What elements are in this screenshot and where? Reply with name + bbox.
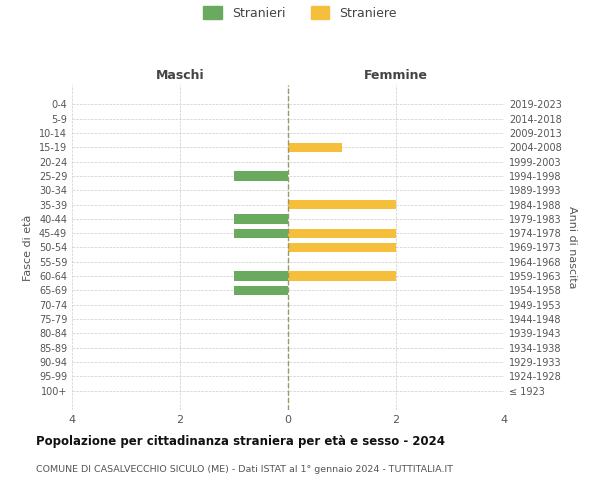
Text: COMUNE DI CASALVECCHIO SICULO (ME) - Dati ISTAT al 1° gennaio 2024 - TUTTITALIA.: COMUNE DI CASALVECCHIO SICULO (ME) - Dat…: [36, 465, 453, 474]
Bar: [234, 286, 288, 295]
Legend: Stranieri, Straniere: Stranieri, Straniere: [203, 6, 397, 20]
Bar: [234, 214, 288, 224]
Y-axis label: Anni di nascita: Anni di nascita: [567, 206, 577, 288]
Bar: [288, 228, 396, 238]
Bar: [234, 272, 288, 281]
Text: Femmine: Femmine: [364, 70, 428, 82]
Bar: [234, 228, 288, 238]
Bar: [234, 172, 288, 180]
Bar: [288, 200, 396, 209]
Bar: [288, 243, 396, 252]
Bar: [288, 272, 396, 281]
Y-axis label: Fasce di età: Fasce di età: [23, 214, 33, 280]
Text: Popolazione per cittadinanza straniera per età e sesso - 2024: Popolazione per cittadinanza straniera p…: [36, 435, 445, 448]
Bar: [288, 142, 342, 152]
Text: Maschi: Maschi: [155, 70, 205, 82]
